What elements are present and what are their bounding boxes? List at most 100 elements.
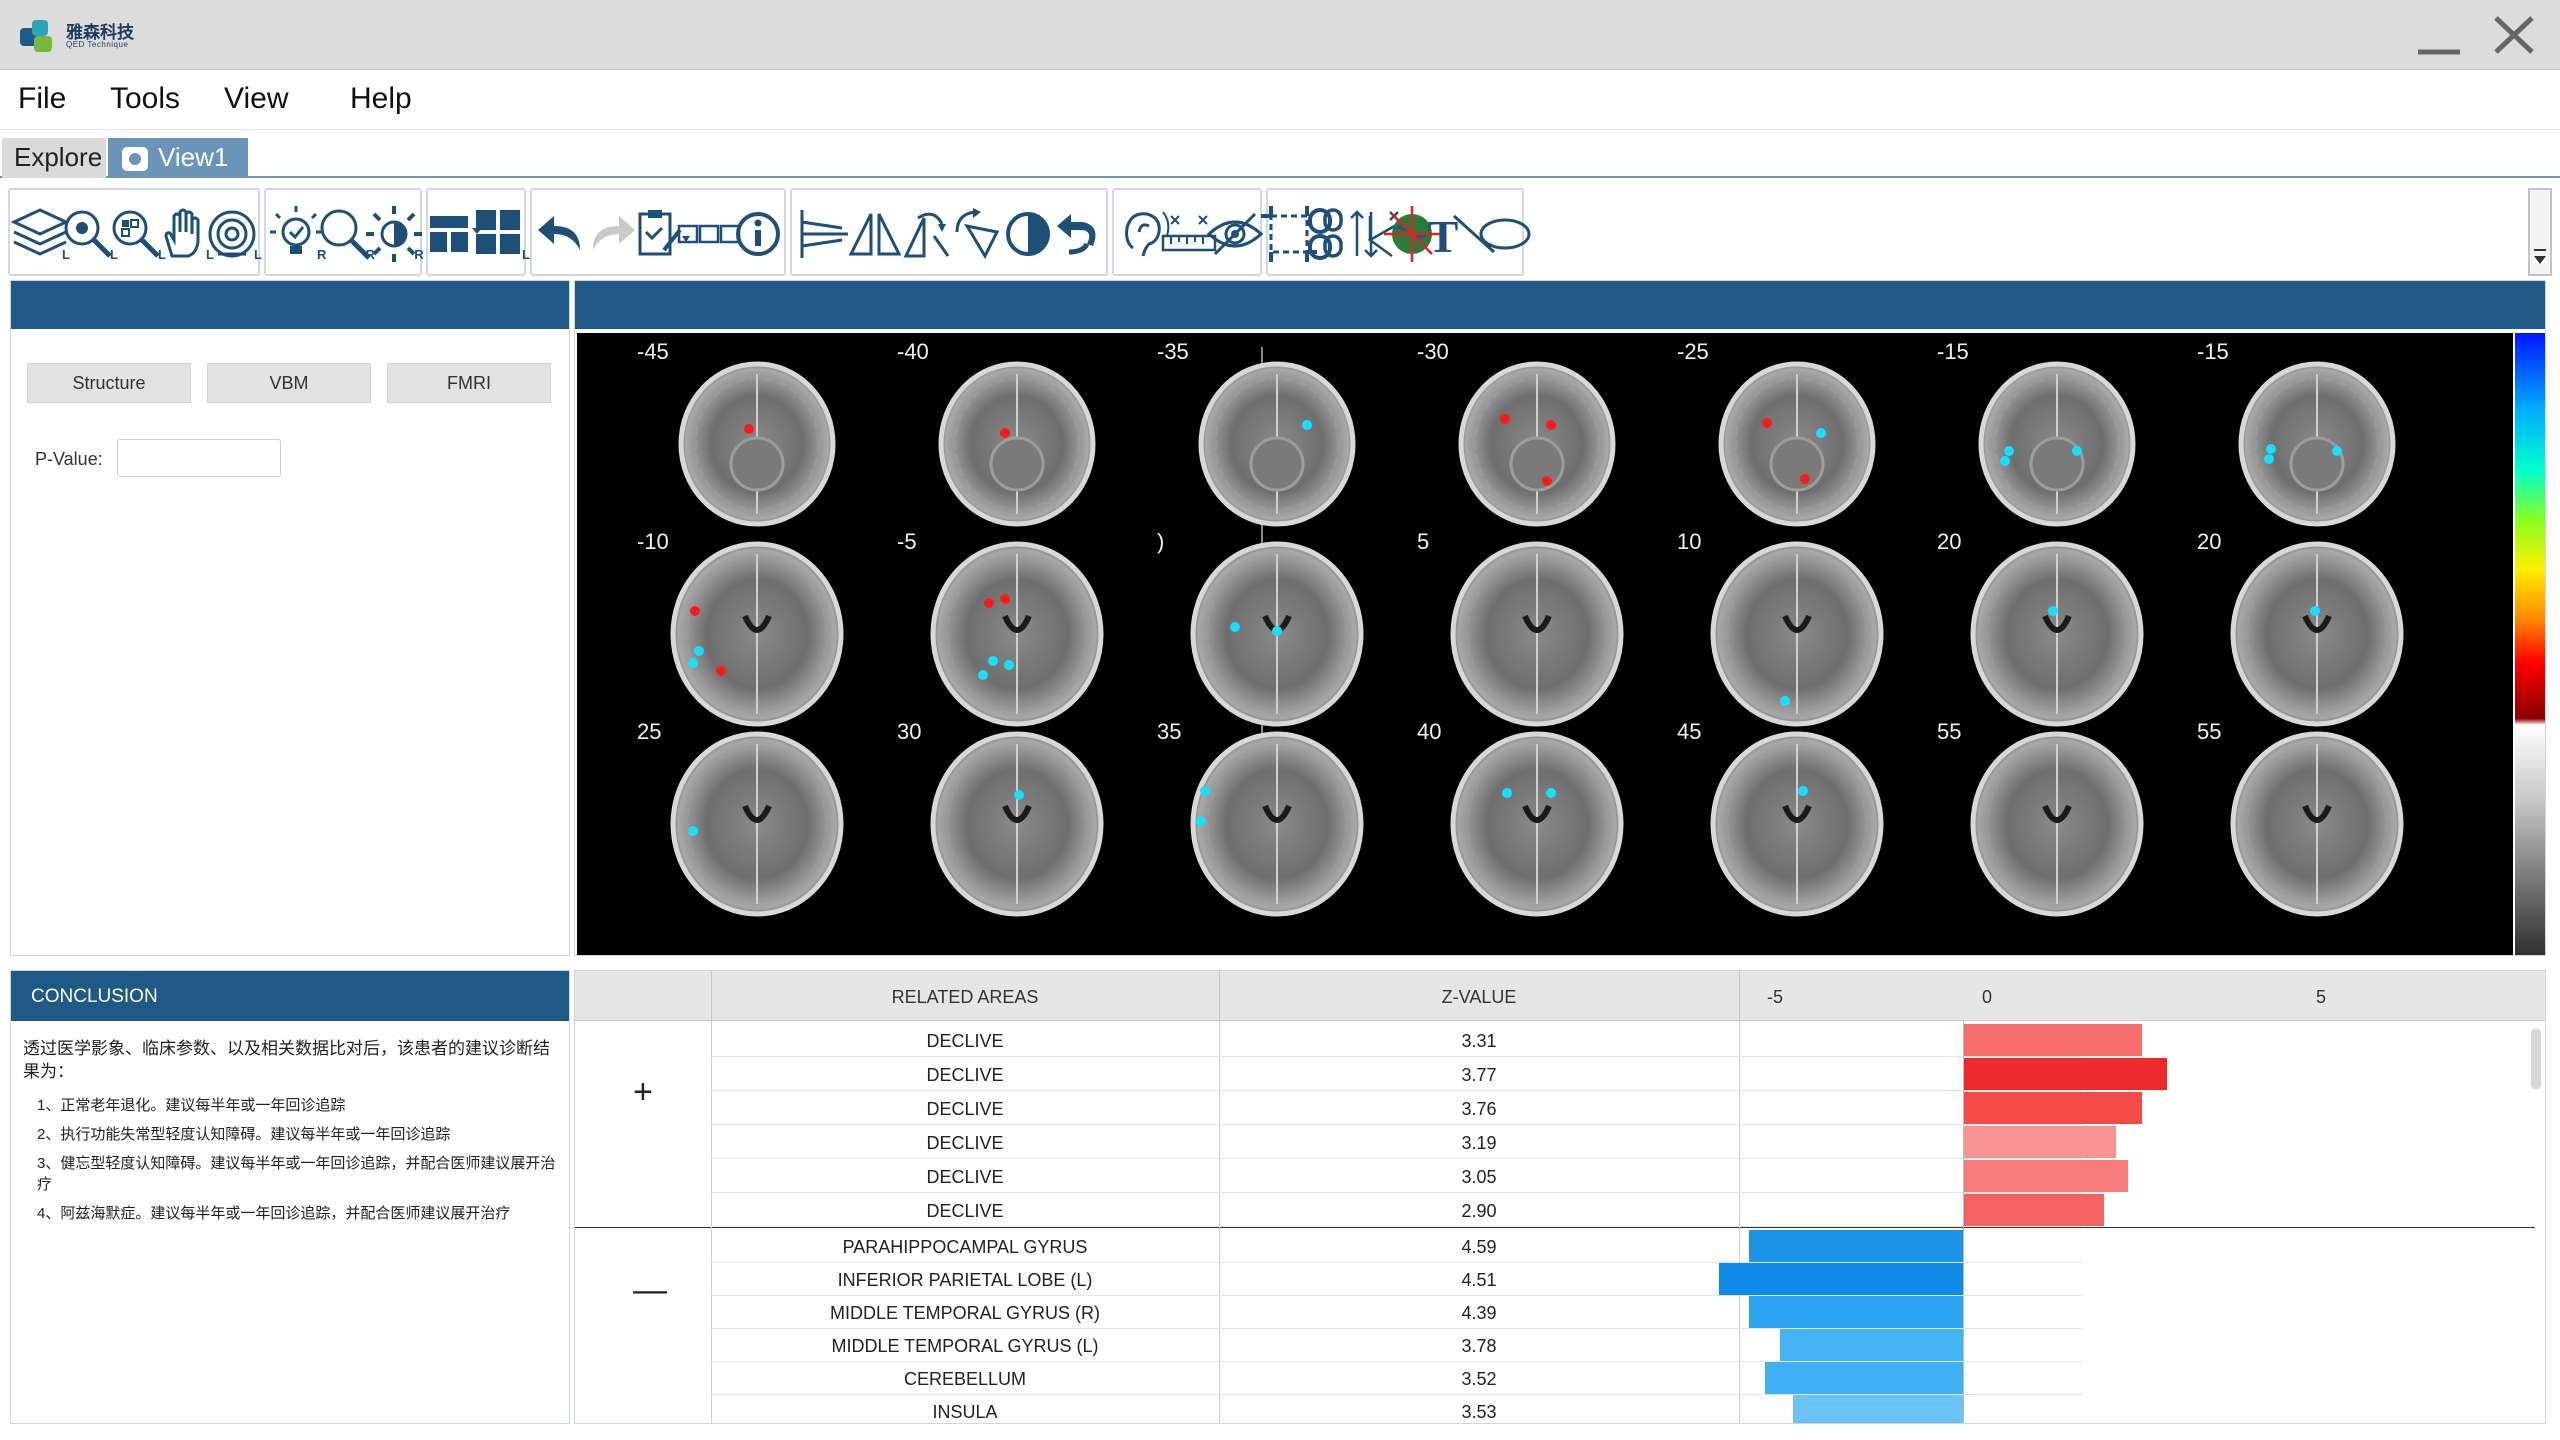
info-tool-button[interactable] <box>726 202 790 266</box>
menu-view[interactable]: View <box>224 82 289 115</box>
layout-split-tool-button[interactable]: L <box>468 202 532 266</box>
flip-horizontal-lines-icon <box>800 210 848 258</box>
reset-tool-button[interactable] <box>1047 202 1111 266</box>
column-divider <box>1219 1021 1220 1423</box>
brain-slice[interactable]: -5 <box>889 529 1145 729</box>
zoom-region-tool-button[interactable]: L <box>104 202 168 266</box>
brain-slice[interactable]: 10 <box>1669 529 1925 729</box>
brain-slice[interactable]: 55 <box>2189 719 2445 919</box>
title-bar: 雅森科技 QED Technique <box>0 0 2560 70</box>
slice-position-label: 30 <box>897 719 922 744</box>
layers-tool-button[interactable]: L <box>8 202 72 266</box>
axis-min-label: -5 <box>1766 987 1783 1007</box>
table-row[interactable]: DECLIVE 3.19 <box>711 1125 2083 1159</box>
visibility-eye-icon <box>1206 212 1264 256</box>
brain-slice[interactable]: -15 <box>1929 339 2185 539</box>
brain-slice[interactable]: -40 <box>889 339 1145 539</box>
slice-position-label: -45 <box>637 339 669 364</box>
activation-blob <box>1542 476 1552 486</box>
layout-grid-tool-button[interactable] <box>424 202 488 266</box>
ear-probe-tool-button[interactable] <box>1111 202 1175 266</box>
brain-slice[interactable]: 30 <box>889 719 1145 919</box>
ellipse-tool-button[interactable] <box>1473 202 1537 266</box>
mirror-tool-button[interactable] <box>843 202 907 266</box>
table-row[interactable]: DECLIVE 3.76 <box>711 1091 2083 1125</box>
conclusion-title: CONCLUSION <box>11 971 569 1021</box>
invert-tool-button[interactable] <box>996 202 1060 266</box>
pvalue-input[interactable] <box>117 439 281 477</box>
brain-slice[interactable]: -45 <box>629 339 885 539</box>
table-row[interactable]: INSULA 3.53 <box>711 1394 2083 1423</box>
window-level-tool-button[interactable]: L <box>200 202 264 266</box>
brain-slice[interactable]: 5 <box>1409 529 1665 729</box>
brain-slice[interactable]: -15 <box>2189 339 2445 539</box>
table-row[interactable]: DECLIVE 3.31 <box>711 1023 2083 1057</box>
tab-explore[interactable]: Explore <box>2 138 106 178</box>
text-icon: T <box>1428 211 1459 262</box>
vbm-button[interactable]: VBM <box>207 363 371 403</box>
brain-slice[interactable]: 55 <box>1929 719 2185 919</box>
table-row[interactable]: PARAHIPPOCAMPAL GYRUS 4.59 <box>711 1229 2083 1263</box>
globe-target-tool-button[interactable] <box>1380 202 1444 266</box>
brain-slice[interactable]: -35 <box>1149 339 1405 539</box>
pvalue-label: P-Value: <box>35 449 103 469</box>
contrast-sun-tool-button[interactable]: R <box>362 202 426 266</box>
slice-canvas[interactable]: -45 -40 <box>577 333 2513 955</box>
structure-button[interactable]: Structure <box>27 363 191 403</box>
brain-slice[interactable]: -10 <box>629 529 885 729</box>
brain-slice[interactable]: -25 <box>1669 339 1925 539</box>
brain-slice-image <box>1458 361 1616 527</box>
text-tool-button[interactable]: T <box>1411 202 1475 266</box>
undo-tool-button[interactable] <box>530 202 594 266</box>
toolbar-overflow-button[interactable] <box>2528 188 2552 276</box>
table-row[interactable]: DECLIVE 3.77 <box>711 1057 2083 1091</box>
brain-slice[interactable]: ) <box>1149 529 1405 729</box>
redo-tool-button[interactable] <box>579 202 643 266</box>
visibility-eye-tool-button[interactable] <box>1203 202 1267 266</box>
table-row[interactable]: MIDDLE TEMPORAL GYRUS (L) 3.78 <box>711 1328 2083 1362</box>
brain-slice[interactable]: 20 <box>2189 529 2445 729</box>
table-row[interactable]: DECLIVE 2.90 <box>711 1193 2083 1227</box>
ruler-tool-button[interactable] <box>1157 202 1221 266</box>
tab-view1[interactable]: View1 <box>108 138 248 178</box>
z-value-cell: 3.31 <box>1461 1031 1497 1051</box>
fmri-button[interactable]: FMRI <box>387 363 551 403</box>
rotate-right-tool-button[interactable] <box>945 202 1009 266</box>
line-tool-button[interactable] <box>1442 202 1506 266</box>
brain-slice[interactable]: 25 <box>629 719 885 919</box>
menu-tools[interactable]: Tools <box>110 82 181 115</box>
menu-help[interactable]: Help <box>350 82 412 115</box>
table-row[interactable]: INFERIOR PARIETAL LOBE (L) 4.51 <box>711 1262 2083 1296</box>
link-tool-button[interactable] <box>1288 202 1352 266</box>
results-scrollbar[interactable] <box>2531 1029 2541 1089</box>
brain-slice[interactable]: -30 <box>1409 339 1665 539</box>
conclusion-intro: 透过医学影象、临床参数、以及相关数据比对后，该患者的建议诊断结果为： <box>23 1039 550 1081</box>
brain-slice[interactable]: 35 <box>1149 719 1405 919</box>
table-row[interactable]: DECLIVE 3.05 <box>711 1159 2083 1193</box>
table-row[interactable]: CEREBELLUM 3.52 <box>711 1361 2083 1395</box>
slice-position-label: -15 <box>1937 339 1969 364</box>
report-edit-tool-button[interactable] <box>628 202 692 266</box>
brain-slice[interactable]: 40 <box>1409 719 1665 919</box>
brightness-bulb-tool-button[interactable]: R <box>264 202 328 266</box>
minimize-button[interactable] <box>2414 14 2464 58</box>
pan-hand-tool-button[interactable]: L <box>152 202 216 266</box>
activation-blob <box>1500 414 1510 424</box>
z-value-bar <box>1793 1395 1963 1423</box>
tool-side-indicator: L <box>254 247 262 262</box>
magnifier-tool-button[interactable]: R <box>313 202 377 266</box>
zoom-in-tool-button[interactable]: L <box>56 202 120 266</box>
brightness-bulb-icon <box>270 206 323 254</box>
table-row[interactable]: MIDDLE TEMPORAL GYRUS (R) 4.39 <box>711 1295 2083 1329</box>
flip-horizontal-lines-tool-button[interactable] <box>792 202 856 266</box>
slice-position-label: -30 <box>1417 339 1449 364</box>
brain-slice[interactable]: 20 <box>1929 529 2185 729</box>
brain-slice-image <box>2230 541 2404 727</box>
brain-slice[interactable]: 45 <box>1669 719 1925 919</box>
rotate-left-tool-button[interactable] <box>894 202 958 266</box>
slice-position-label: 45 <box>1677 719 1702 744</box>
menu-file[interactable]: File <box>18 82 67 115</box>
close-button[interactable] <box>2488 14 2538 58</box>
activation-blob <box>978 670 988 680</box>
brain-slice-image <box>1710 541 1884 727</box>
